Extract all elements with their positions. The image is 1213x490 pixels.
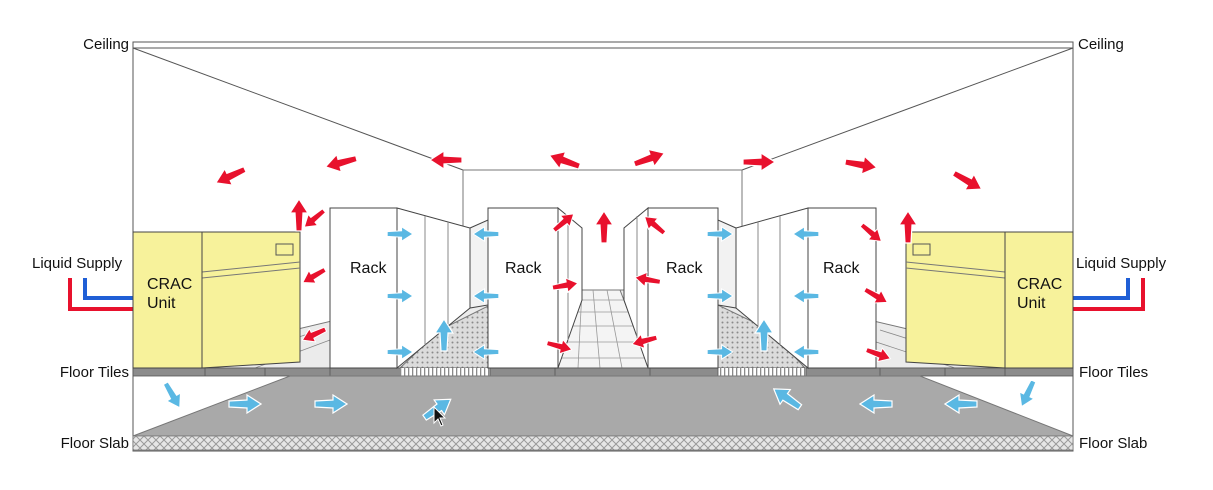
rack-label-1: Rack — [350, 260, 387, 277]
underfloor-plenum — [132, 375, 1074, 451]
rack-label-4: Rack — [823, 260, 860, 277]
rack-row-left-outer — [329, 207, 471, 370]
hot-arrow-ceiling-5 — [630, 144, 669, 174]
label-ceiling-left: Ceiling — [83, 36, 129, 53]
hot-arrow-ceiling-1 — [211, 160, 250, 192]
crac-right-line1: CRAC — [1017, 276, 1062, 293]
crac-right-line2: Unit — [1017, 295, 1046, 312]
floor-tile-strip — [132, 367, 1074, 377]
crac-unit-left: CRAC Unit — [132, 231, 301, 369]
hot-arrow-ceiling-2 — [322, 149, 360, 177]
rack-label-2: Rack — [505, 260, 542, 277]
hot-arrow-ceiling-3 — [429, 150, 463, 170]
rack-row-right-outer — [735, 207, 877, 370]
rack-label-3: Rack — [666, 260, 703, 277]
rack-row-right-inner — [623, 206, 737, 369]
hot-arrow-ceiling-8 — [948, 164, 987, 198]
hot-arrow-ceiling-4 — [545, 146, 584, 176]
label-floor-tiles-left: Floor Tiles — [60, 364, 129, 381]
label-ceiling-right: Ceiling — [1078, 36, 1124, 53]
hot-arrow-up-center — [594, 210, 614, 244]
crac-left-line2: Unit — [147, 295, 176, 312]
liquid-supply-pipes-right — [1073, 278, 1145, 311]
liquid-supply-pipes-left — [68, 278, 134, 311]
label-liquid-supply-right: Liquid Supply — [1076, 255, 1167, 272]
label-floor-slab-right: Floor Slab — [1079, 435, 1147, 452]
hot-arrow-ceiling-7 — [843, 152, 879, 178]
crac-unit-right: CRAC Unit — [905, 231, 1074, 369]
label-floor-tiles-right: Floor Tiles — [1079, 364, 1148, 381]
rack-row-left-inner — [469, 206, 583, 369]
label-floor-slab-left: Floor Slab — [61, 435, 129, 452]
mouse-cursor-icon — [433, 405, 447, 427]
label-liquid-supply-left: Liquid Supply — [32, 255, 123, 272]
crac-left-line1: CRAC — [147, 276, 192, 293]
